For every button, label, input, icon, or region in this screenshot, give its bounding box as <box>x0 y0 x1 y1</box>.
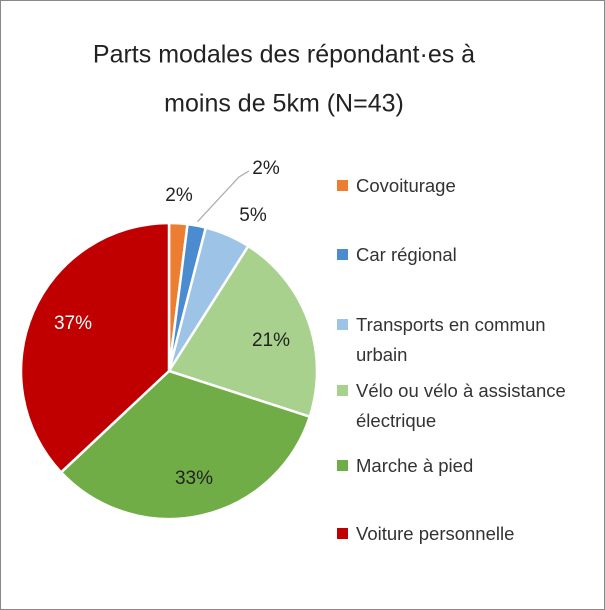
data-label: 2% <box>252 158 280 179</box>
leader-line <box>197 170 250 223</box>
legend-item: Transports en commun urbain <box>337 310 587 370</box>
data-label: 33% <box>175 468 213 489</box>
data-label: 5% <box>239 205 267 226</box>
legend-swatch <box>337 460 348 471</box>
data-label: 21% <box>252 330 290 351</box>
data-label: 2% <box>165 185 193 206</box>
legend-label: Vélo ou vélo à assistance électrique <box>356 380 566 431</box>
legend-label: Transports en commun urbain <box>356 314 546 365</box>
pie-slice <box>167 244 319 419</box>
pie-slice <box>59 369 312 521</box>
legend-label: Voiture personnelle <box>356 523 515 544</box>
legend-item: Car régional <box>337 240 587 270</box>
legend-swatch <box>337 319 348 330</box>
legend-label: Covoiturage <box>356 175 456 196</box>
legend-label: Car régional <box>356 244 457 265</box>
legend-swatch <box>337 249 348 260</box>
data-label: 37% <box>54 313 92 334</box>
chart-title: moins de 5km (N=43) <box>164 90 404 118</box>
legend-item: Covoiturage <box>337 171 587 201</box>
legend-item: Voiture personnelle <box>337 519 587 549</box>
legend-swatch <box>337 528 348 539</box>
legend-item: Vélo ou vélo à assistance électrique <box>337 376 587 436</box>
pie-slice <box>19 221 171 475</box>
legend-swatch <box>337 385 348 396</box>
legend-item: Marche à pied <box>337 451 587 481</box>
legend-swatch <box>337 180 348 191</box>
chart-title: Parts modales des répondant·es à <box>93 41 475 69</box>
legend-label: Marche à pied <box>356 455 474 476</box>
